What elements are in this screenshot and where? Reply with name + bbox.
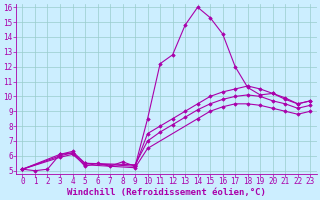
X-axis label: Windchill (Refroidissement éolien,°C): Windchill (Refroidissement éolien,°C): [67, 188, 266, 197]
